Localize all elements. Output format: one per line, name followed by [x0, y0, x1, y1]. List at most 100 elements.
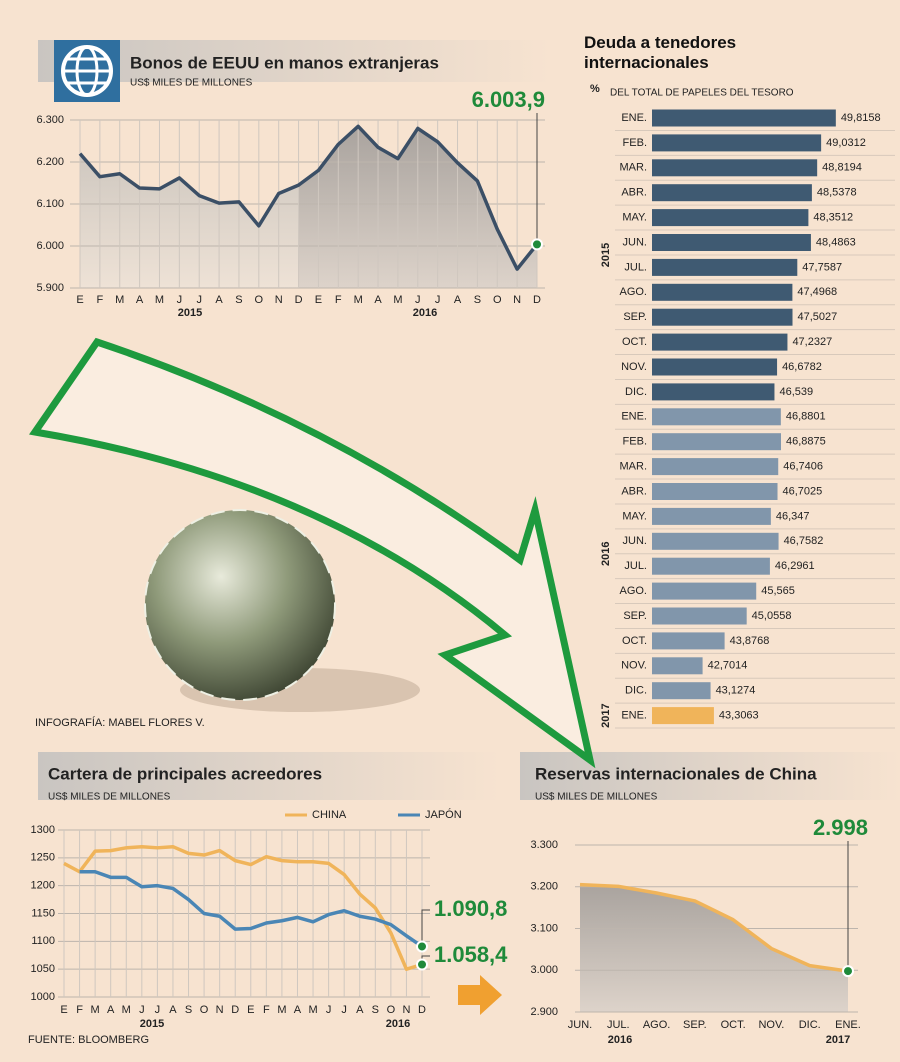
x-group-label: 2017 — [826, 1034, 850, 1046]
y-tick-label: 1050 — [31, 963, 55, 975]
point — [842, 965, 854, 978]
data-line — [579, 882, 849, 973]
bar — [652, 433, 781, 451]
x-tick-label: A — [107, 1004, 115, 1016]
category-label: ENE. — [621, 710, 647, 722]
group-label: 2017 — [600, 703, 612, 727]
bar — [652, 458, 779, 476]
value-label: 1.058,4 — [434, 942, 508, 967]
x-tick-label: SEP. — [683, 1019, 707, 1031]
chart-subtitle: US$ MILES DE MILLONES — [535, 792, 658, 803]
x-tick-label: A — [454, 294, 462, 306]
x-tick-label: AGO. — [643, 1019, 671, 1031]
x-tick-label: J — [155, 1004, 161, 1016]
category-label: MAR. — [620, 162, 648, 174]
y-tick-label: 1000 — [31, 991, 55, 1003]
bar — [652, 283, 793, 301]
category-label: MAY. — [622, 510, 647, 522]
y-tick-label: 2.900 — [530, 1006, 558, 1018]
category-label: AGO. — [619, 585, 647, 597]
x-tick-label: F — [76, 1004, 83, 1016]
bar — [652, 159, 818, 177]
value-label: 46,2961 — [775, 560, 815, 572]
x-tick-label: M — [393, 294, 402, 306]
y-tick-label: 6.100 — [36, 198, 64, 210]
x-tick-label: M — [122, 1004, 131, 1016]
x-tick-label: A — [356, 1004, 364, 1016]
x-tick-label: N — [513, 294, 521, 306]
bar — [652, 557, 770, 575]
title-band — [38, 40, 550, 82]
bar — [652, 383, 775, 401]
bar — [652, 532, 779, 550]
bar — [652, 607, 747, 625]
x-tick-label: E — [76, 294, 83, 306]
category-label: ABR. — [621, 485, 647, 497]
chart-title: Cartera de principales acreedores — [48, 764, 322, 783]
category-label: AGO. — [619, 286, 647, 298]
area — [80, 153, 299, 288]
category-label: SEP. — [623, 610, 647, 622]
data-line — [63, 844, 423, 971]
x-tick-label: A — [136, 294, 144, 306]
y-tick-label: 1100 — [31, 935, 55, 947]
value-label: 43,3063 — [719, 710, 759, 722]
x-tick-label: N — [216, 1004, 224, 1016]
legend-label: JAPÓN — [425, 808, 462, 821]
x-tick-label: M — [277, 1004, 286, 1016]
bar — [652, 358, 778, 376]
x-tick-label: M — [155, 294, 164, 306]
x-tick-label: JUL. — [607, 1019, 630, 1031]
bar — [652, 258, 798, 276]
x-tick-label: O — [200, 1004, 209, 1016]
x-tick-label: E — [315, 294, 322, 306]
x-tick-label: ENE. — [835, 1019, 861, 1031]
bar — [652, 408, 781, 426]
bar — [652, 582, 757, 600]
y-tick-label: 1300 — [31, 824, 55, 836]
category-label: SEP. — [623, 311, 647, 323]
bar — [652, 507, 771, 525]
x-tick-label: A — [374, 294, 382, 306]
category-label: NOV. — [621, 660, 647, 672]
legend-label: CHINA — [312, 809, 347, 821]
chart-title: Deuda a tenedores internacionales — [584, 33, 737, 72]
y-tick-label: 6.000 — [36, 240, 64, 252]
category-label: FEB. — [623, 137, 647, 149]
x-tick-label: DIC. — [799, 1019, 821, 1031]
x-tick-label: J — [177, 294, 183, 306]
bar — [652, 483, 778, 500]
x-tick-label: J — [415, 294, 421, 306]
unit-label: % — [590, 83, 600, 95]
x-group-label: 2016 — [386, 1018, 410, 1030]
category-label: ENE. — [621, 112, 647, 124]
value-label: 47,4968 — [797, 286, 837, 298]
source: FUENTE: BLOOMBERG — [28, 1034, 149, 1046]
category-label: ABR. — [621, 187, 647, 199]
x-tick-label: N — [402, 1004, 410, 1016]
x-tick-label: JUN. — [568, 1019, 592, 1031]
title-band — [38, 752, 500, 800]
x-tick-label: D — [231, 1004, 239, 1016]
point — [416, 940, 428, 953]
bar — [652, 109, 836, 127]
credit: INFOGRAFÍA: MABEL FLORES V. — [35, 716, 205, 729]
value-label: 48,4863 — [816, 236, 856, 248]
x-tick-label: D — [418, 1004, 426, 1016]
y-tick-label: 1250 — [31, 852, 55, 864]
category-label: JUN. — [623, 236, 647, 248]
x-tick-label: S — [372, 1004, 379, 1016]
y-tick-label: 5.900 — [36, 282, 64, 294]
category-label: ENE. — [621, 411, 647, 423]
x-tick-label: J — [196, 294, 202, 306]
x-tick-label: M — [115, 294, 124, 306]
chart-title: Reservas internacionales de China — [535, 764, 817, 783]
bar — [652, 308, 793, 326]
category-label: MAY. — [622, 212, 647, 224]
title-band — [520, 752, 900, 800]
y-tick-label: 3.300 — [530, 839, 558, 851]
bar — [652, 632, 725, 650]
x-tick-label: A — [215, 294, 223, 306]
